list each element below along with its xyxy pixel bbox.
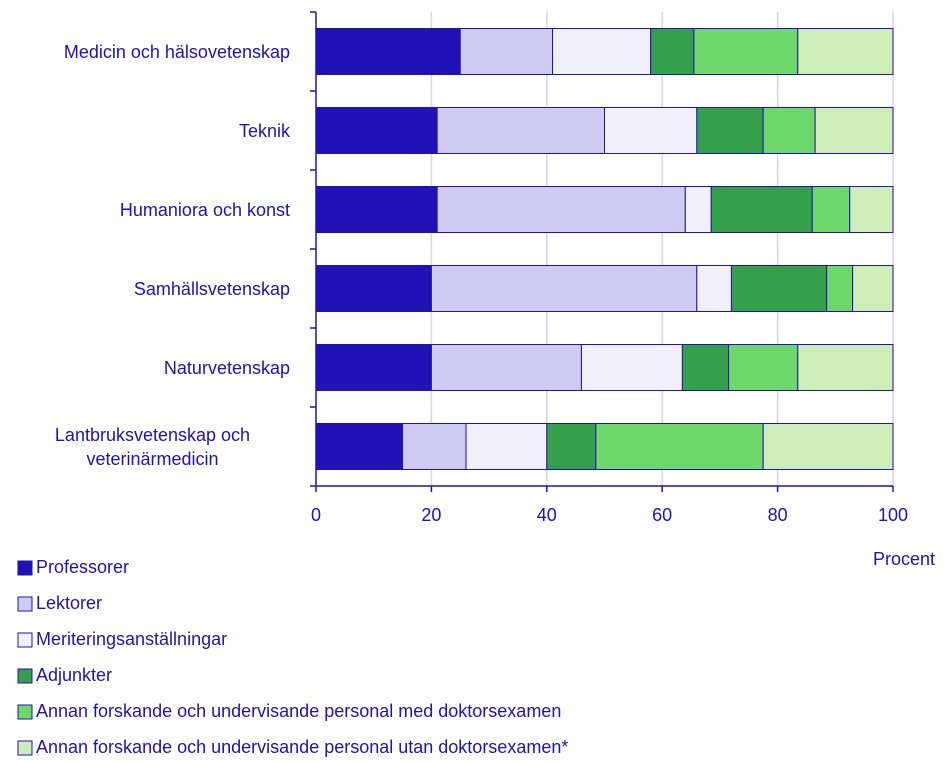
- bar-segment: [696, 265, 732, 312]
- x-tick-label: 100: [878, 505, 908, 525]
- bar-segment: [811, 186, 851, 233]
- bar-segment: [315, 186, 438, 233]
- bar-segment: [546, 423, 597, 470]
- bar-segment: [797, 28, 894, 75]
- bar-segment: [681, 344, 730, 391]
- bar-segment: [552, 28, 652, 75]
- legend-label: Professorer: [36, 557, 129, 577]
- bar-segment: [459, 28, 554, 75]
- x-tick-label: 40: [537, 505, 557, 525]
- bar-segment: [762, 107, 816, 154]
- x-tick-label: 80: [768, 505, 788, 525]
- y-tick-label-box: Medicin och hälsovetenskap: [0, 40, 290, 64]
- bar-segment: [693, 28, 799, 75]
- legend-swatch: [17, 668, 33, 684]
- legend-swatch: [17, 560, 33, 576]
- bar-segment: [402, 423, 467, 470]
- y-tick-label: Lantbruksvetenskap och veterinärmedicin: [54, 424, 251, 469]
- bar-segment: [730, 265, 828, 312]
- x-tick-label: 0: [311, 505, 321, 525]
- bar-segment: [684, 186, 712, 233]
- bar-segment: [436, 186, 686, 233]
- bar-segment: [436, 107, 606, 154]
- bar-segment: [814, 107, 894, 154]
- y-tick-label-box: Humaniora och konst: [0, 198, 290, 222]
- legend-swatch: [17, 704, 33, 720]
- legend-label: Lektorer: [36, 593, 102, 613]
- bar-segment: [696, 107, 764, 154]
- bar-segment: [580, 344, 683, 391]
- bar-segment: [849, 186, 894, 233]
- y-tick-label-box: Samhällsvetenskap: [0, 277, 290, 301]
- bar-segment: [315, 28, 461, 75]
- bar-segment: [315, 344, 432, 391]
- bar-segment: [762, 423, 894, 470]
- x-axis-label: Procent: [873, 549, 935, 569]
- y-tick-label: Naturvetenskap: [163, 357, 290, 378]
- legend-swatch: [17, 596, 33, 612]
- bar-segment: [465, 423, 548, 470]
- bar-segment: [430, 344, 582, 391]
- y-tick-label-box: Teknik: [0, 119, 290, 143]
- x-tick-label: 20: [421, 505, 441, 525]
- y-tick-label: Humaniora och konst: [119, 199, 290, 220]
- y-tick-label: Teknik: [238, 120, 290, 141]
- bar-segment: [315, 107, 438, 154]
- y-tick-label: Medicin och hälsovetenskap: [63, 41, 290, 62]
- bar-segment: [315, 423, 404, 470]
- bar-segment: [650, 28, 695, 75]
- bar-segment: [595, 423, 764, 470]
- legend-swatch: [17, 632, 33, 648]
- bar-segment: [604, 107, 698, 154]
- bar-segment: [797, 344, 894, 391]
- x-tick-label: 60: [652, 505, 672, 525]
- y-tick-label-box: Naturvetenskap: [0, 356, 290, 380]
- y-tick-label: Samhällsvetenskap: [133, 278, 290, 299]
- legend-label: Meriteringsanställningar: [36, 629, 227, 649]
- y-tick-label-box: Lantbruksvetenskap och veterinärmedicin: [0, 423, 290, 471]
- legend-swatch: [17, 740, 33, 756]
- bar-segment: [710, 186, 813, 233]
- legend-label: Annan forskande och undervisande persona…: [36, 701, 561, 721]
- bar-segment: [728, 344, 799, 391]
- bar-segment: [826, 265, 854, 312]
- bar-segment: [852, 265, 894, 312]
- legend-label: Annan forskande och undervisande persona…: [36, 737, 568, 757]
- legend-label: Adjunkter: [36, 665, 112, 685]
- bar-segment: [430, 265, 698, 312]
- bar-segment: [315, 265, 432, 312]
